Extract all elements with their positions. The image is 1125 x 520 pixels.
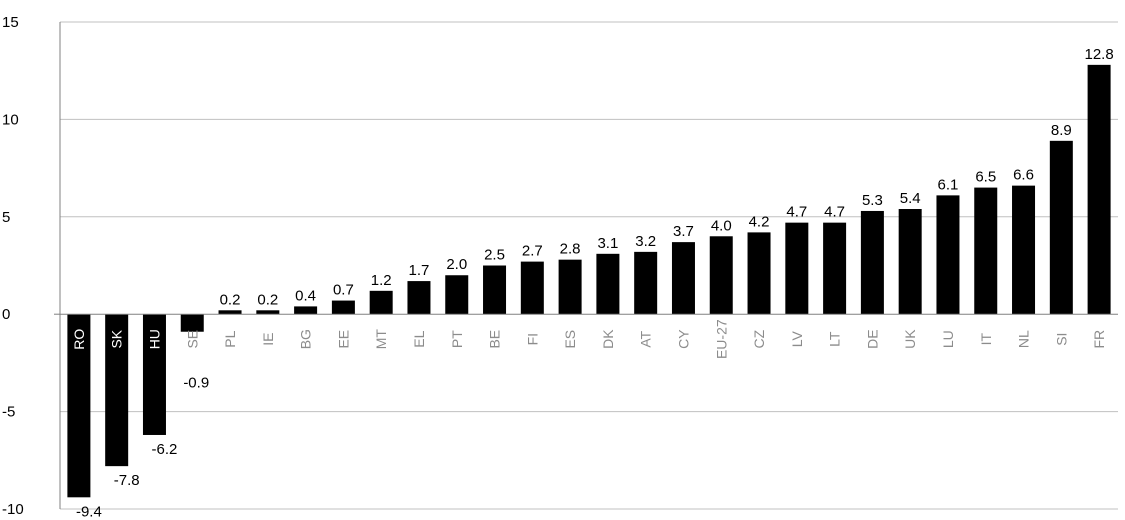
bar-se bbox=[180, 314, 204, 332]
data-label: 3.1 bbox=[597, 235, 618, 252]
data-label: 4.7 bbox=[824, 204, 845, 221]
data-label: 6.5 bbox=[975, 169, 996, 186]
category-label: EE bbox=[335, 330, 351, 349]
bar-pl bbox=[218, 310, 242, 315]
data-label: 2.5 bbox=[484, 247, 505, 264]
data-label: 4.2 bbox=[749, 213, 770, 230]
data-label: 0.4 bbox=[295, 287, 316, 304]
data-label: -0.9 bbox=[183, 375, 209, 392]
bar-nl bbox=[1012, 185, 1036, 315]
bar-lu bbox=[936, 195, 960, 315]
y-tick-label: -10 bbox=[2, 501, 24, 518]
category-label: SE bbox=[184, 330, 200, 349]
data-label: 5.3 bbox=[862, 192, 883, 209]
bar-eu-27 bbox=[709, 236, 733, 315]
bar-uk bbox=[898, 209, 922, 315]
data-label: 8.9 bbox=[1051, 122, 1072, 139]
category-label: SK bbox=[109, 329, 125, 348]
category-label: IT bbox=[978, 333, 994, 346]
data-label: 4.7 bbox=[786, 204, 807, 221]
category-label: PT bbox=[449, 330, 465, 348]
bar-ie bbox=[256, 310, 280, 315]
data-label: 3.2 bbox=[635, 233, 656, 250]
y-tick-label: 0 bbox=[2, 306, 10, 323]
category-label: EL bbox=[411, 330, 427, 347]
category-label: LT bbox=[827, 331, 843, 347]
bar-cz bbox=[747, 232, 771, 315]
category-label: EU-27 bbox=[713, 319, 729, 359]
category-label: CY bbox=[675, 329, 691, 349]
category-label: CZ bbox=[751, 329, 767, 348]
data-label: 1.2 bbox=[371, 272, 392, 289]
bar-cy bbox=[671, 242, 695, 315]
bar-sk bbox=[105, 314, 129, 467]
category-label: BG bbox=[298, 329, 314, 349]
bar-fr bbox=[1087, 64, 1111, 315]
data-labels: -9.4 -7.8 -6.2 -0.9 0.2 0.2 0.4 0.7 1.2 1.7 2.0 2.5… bbox=[76, 46, 1114, 520]
bar-fi bbox=[520, 261, 544, 315]
y-tick-label: 10 bbox=[2, 111, 19, 128]
y-tick-label: -5 bbox=[2, 404, 15, 421]
data-label: 6.6 bbox=[1013, 167, 1034, 184]
data-label: 2.7 bbox=[522, 243, 543, 260]
bar-bg bbox=[294, 306, 318, 315]
bar-lv bbox=[785, 222, 809, 315]
bars bbox=[67, 64, 1111, 498]
data-label: 0.2 bbox=[220, 291, 241, 308]
bar-dk bbox=[596, 253, 620, 315]
bar-ee bbox=[331, 300, 355, 315]
category-label: BE bbox=[487, 330, 503, 349]
bar-it bbox=[974, 187, 998, 315]
bar-el bbox=[407, 281, 431, 315]
category-label: UK bbox=[902, 329, 918, 349]
bar-pt bbox=[445, 275, 469, 315]
data-label: -7.8 bbox=[114, 472, 140, 489]
bar-at bbox=[634, 251, 658, 315]
y-tick-label: 15 bbox=[2, 14, 19, 31]
bar-si bbox=[1049, 140, 1073, 315]
axes bbox=[54, 22, 1118, 509]
category-label: LV bbox=[789, 330, 805, 347]
y-tick-label: 5 bbox=[2, 209, 10, 226]
y-tick-labels: 15 10 5 0 -5 -10 bbox=[2, 14, 24, 518]
category-label: AT bbox=[638, 330, 654, 347]
category-label: DK bbox=[600, 329, 616, 349]
data-label: 3.7 bbox=[673, 223, 694, 240]
data-label: 4.0 bbox=[711, 217, 732, 234]
data-label: 6.1 bbox=[938, 176, 959, 193]
category-label: RO bbox=[71, 329, 87, 350]
bar-ro bbox=[67, 314, 91, 498]
category-labels: RO SK HU SE PL IE BG EE MT EL PT BE FI ES DK AT CY EU-27 C… bbox=[71, 319, 1107, 359]
data-label: 2.0 bbox=[446, 256, 467, 273]
data-label: 0.2 bbox=[257, 291, 278, 308]
category-label: LU bbox=[940, 330, 956, 348]
data-label: 5.4 bbox=[900, 190, 921, 207]
bar-lt bbox=[823, 222, 847, 315]
category-label: PL bbox=[222, 330, 238, 347]
data-label: 1.7 bbox=[409, 262, 430, 279]
data-label: -6.2 bbox=[152, 441, 178, 458]
category-label: NL bbox=[1016, 330, 1032, 348]
gridlines bbox=[60, 21, 1118, 510]
bar-mt bbox=[369, 290, 393, 315]
category-label: FI bbox=[524, 333, 540, 345]
category-label: SI bbox=[1053, 333, 1069, 346]
bar-hu bbox=[142, 314, 166, 435]
bar-be bbox=[483, 265, 507, 315]
category-label: ES bbox=[562, 330, 578, 349]
category-label: HU bbox=[146, 329, 162, 349]
category-label: IE bbox=[260, 333, 276, 346]
category-label: FR bbox=[1091, 330, 1107, 349]
category-label: MT bbox=[373, 329, 389, 350]
data-label: 0.7 bbox=[333, 282, 354, 299]
category-label: DE bbox=[864, 329, 880, 348]
data-label: 2.8 bbox=[560, 241, 581, 258]
data-label: -9.4 bbox=[76, 503, 102, 520]
bar-de bbox=[860, 210, 884, 315]
data-label: 12.8 bbox=[1085, 46, 1114, 63]
bar-es bbox=[558, 259, 582, 315]
